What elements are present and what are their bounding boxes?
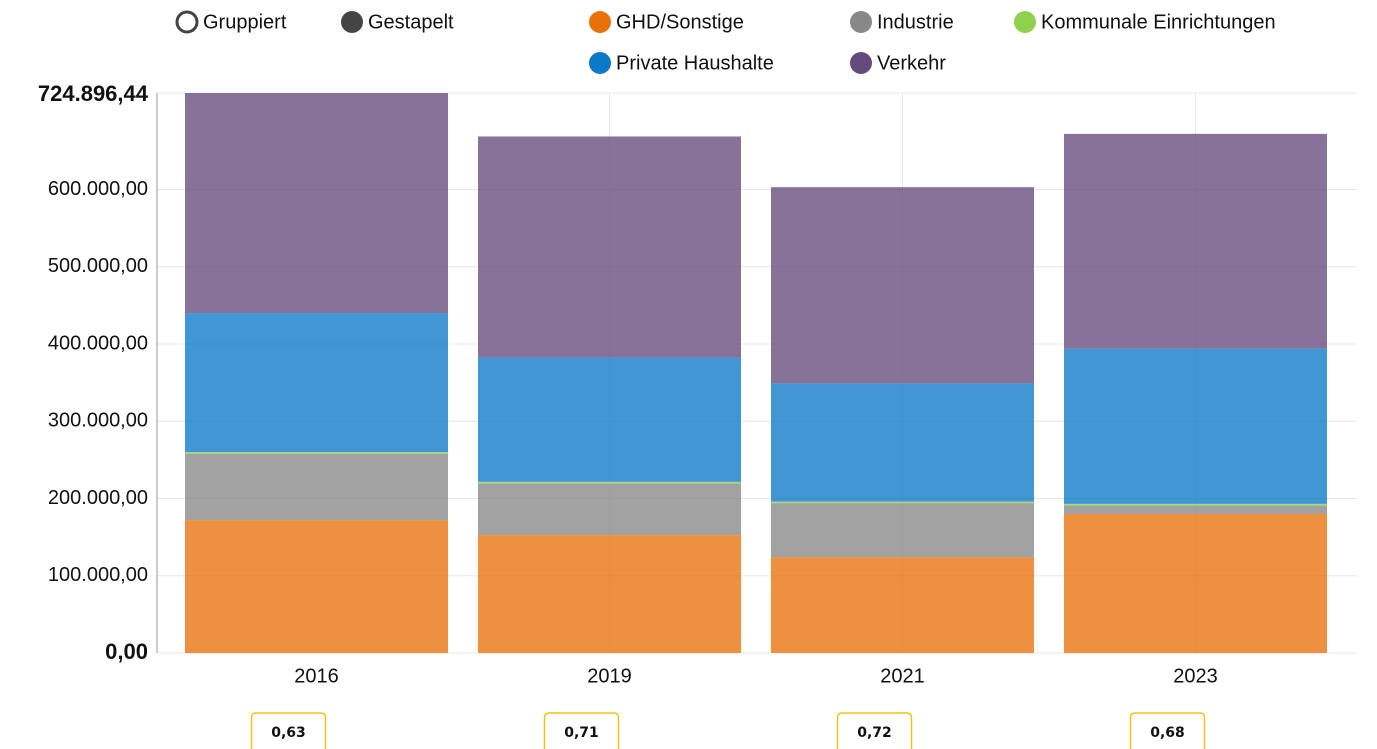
legend-swatch[interactable] [589, 52, 611, 74]
bar-segment [185, 520, 448, 653]
bar-segment [771, 187, 1034, 384]
y-tick-label: 724.896,44 [38, 81, 149, 106]
bar-segment [478, 136, 741, 358]
mode-toggle[interactable]: Gruppiert Gestapelt [175, 10, 454, 34]
legend-label[interactable]: Industrie [877, 11, 954, 33]
bar-segment [185, 93, 448, 314]
legend-swatch[interactable] [850, 11, 872, 33]
badge [1129, 712, 1206, 749]
option-label[interactable]: Gestapelt [368, 11, 454, 33]
bar-segment [185, 453, 448, 521]
badge [836, 712, 913, 749]
legend-swatch[interactable] [589, 11, 611, 33]
bar-segment [478, 535, 741, 653]
bar-segment [478, 483, 741, 536]
bar-segment [185, 313, 448, 453]
bar-segment [1064, 503, 1327, 506]
y-tick-label: 200.000,00 [48, 487, 148, 509]
badge-value: 0,72 [857, 725, 892, 741]
bar-segment [771, 383, 1034, 502]
x-tick-label: 2021 [880, 665, 925, 687]
y-tick-label: 300.000,00 [48, 410, 148, 432]
bar-segment [1064, 513, 1327, 653]
badge-value: 0,71 [564, 725, 599, 741]
legend-swatch[interactable] [1014, 11, 1036, 33]
bar-segment [478, 481, 741, 484]
badge-value: 0,68 [1150, 725, 1185, 741]
legend-label[interactable]: Verkehr [877, 52, 946, 74]
bar-segment [1064, 505, 1327, 514]
x-tick-label: 2019 [587, 665, 632, 687]
y-tick-label: 100.000,00 [48, 564, 148, 586]
y-tick-label: 500.000,00 [48, 255, 148, 277]
badge [250, 712, 327, 749]
bar-segment [771, 501, 1034, 504]
badge-value: 0,63 [271, 725, 306, 741]
y-tick-label: 600.000,00 [48, 178, 148, 200]
badge [543, 712, 620, 749]
legend-swatch[interactable] [850, 52, 872, 74]
bar-segment [771, 503, 1034, 558]
legend-label[interactable]: Kommunale Einrichtungen [1041, 11, 1276, 33]
bar-segment [185, 452, 448, 454]
y-tick-label: 400.000,00 [48, 332, 148, 354]
bar-segment [1064, 348, 1327, 504]
legend-label[interactable]: GHD/Sonstige [616, 11, 744, 33]
x-tick-label: 2016 [294, 665, 339, 687]
bar-segment [478, 357, 741, 482]
radio-stacked[interactable] [341, 11, 363, 33]
option-label[interactable]: Gruppiert [203, 11, 287, 33]
bar-segment [771, 557, 1034, 653]
legend-label[interactable]: Private Haushalte [616, 52, 774, 74]
y-tick-label: 0,00 [105, 639, 148, 664]
radio-grouped[interactable] [175, 10, 199, 34]
x-tick-label: 2023 [1173, 665, 1218, 687]
bar-segment [1064, 133, 1327, 349]
